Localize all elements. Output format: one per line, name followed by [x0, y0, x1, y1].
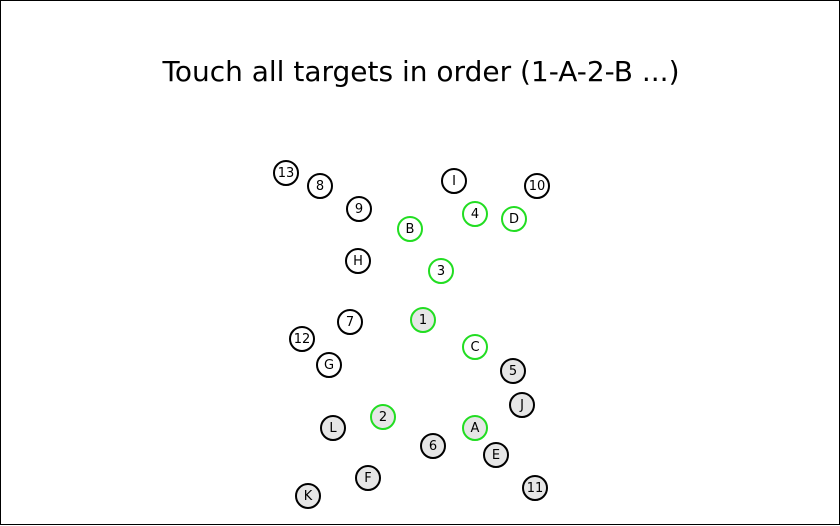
target-6[interactable]: 6	[420, 433, 446, 459]
target-4[interactable]: 4	[462, 201, 488, 227]
target-f[interactable]: F	[355, 465, 381, 491]
target-l[interactable]: L	[320, 415, 346, 441]
instruction-text: Touch all targets in order (1-A-2-B ...)	[162, 55, 680, 88]
target-1[interactable]: 1	[410, 307, 436, 333]
target-7[interactable]: 7	[337, 309, 363, 335]
target-i[interactable]: I	[441, 168, 467, 194]
target-3[interactable]: 3	[428, 258, 454, 284]
target-11[interactable]: 11	[522, 475, 548, 501]
target-h[interactable]: H	[345, 248, 371, 274]
target-5[interactable]: 5	[500, 358, 526, 384]
target-8[interactable]: 8	[307, 173, 333, 199]
target-d[interactable]: D	[501, 206, 527, 232]
target-e[interactable]: E	[483, 442, 509, 468]
target-13[interactable]: 13	[273, 160, 299, 186]
target-12[interactable]: 12	[289, 326, 315, 352]
target-a[interactable]: A	[462, 415, 488, 441]
target-10[interactable]: 10	[524, 173, 550, 199]
target-k[interactable]: K	[295, 483, 321, 509]
target-g[interactable]: G	[316, 352, 342, 378]
target-c[interactable]: C	[462, 334, 488, 360]
target-2[interactable]: 2	[370, 404, 396, 430]
target-9[interactable]: 9	[346, 196, 372, 222]
target-b[interactable]: B	[397, 216, 423, 242]
target-j[interactable]: J	[509, 392, 535, 418]
